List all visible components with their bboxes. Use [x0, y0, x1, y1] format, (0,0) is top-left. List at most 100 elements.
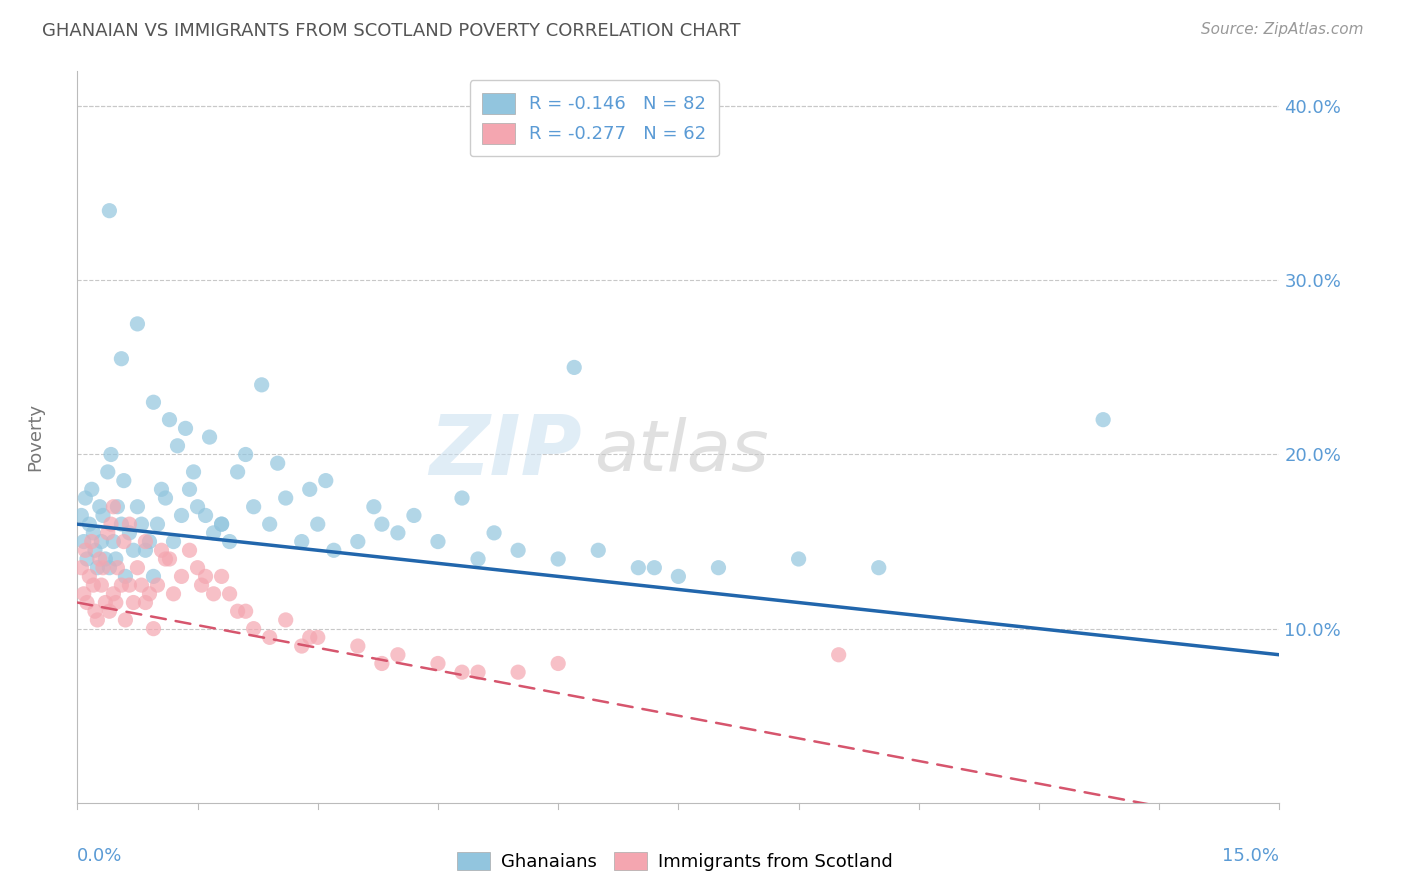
Point [134, 543, 156, 558]
Point [97, 525, 120, 540]
Point [868, 560, 890, 574]
Point [104, 595, 127, 609]
Point [82, 525, 104, 540]
Point [166, 439, 188, 453]
Point [211, 517, 233, 532]
Point [91, 508, 114, 523]
Point [90, 534, 112, 549]
Point [94, 552, 117, 566]
Point [226, 604, 249, 618]
Point [76, 552, 98, 566]
Text: atlas: atlas [595, 417, 769, 486]
Point [142, 569, 165, 583]
Point [363, 500, 385, 514]
Point [103, 587, 125, 601]
Point [235, 604, 257, 618]
Point [547, 552, 569, 566]
Point [142, 395, 165, 409]
Point [118, 578, 141, 592]
Point [70, 508, 93, 523]
Point [110, 517, 132, 532]
Point [134, 595, 156, 609]
Point [131, 517, 153, 532]
Point [84, 604, 107, 618]
Point [73, 587, 96, 601]
Point [627, 560, 650, 574]
Point [155, 552, 177, 566]
Point [134, 534, 156, 549]
Point [322, 543, 344, 558]
Point [70, 560, 93, 574]
Point [402, 508, 425, 523]
Point [84, 543, 107, 558]
Point [127, 500, 149, 514]
Point [97, 465, 120, 479]
Point [187, 560, 209, 574]
Point [211, 517, 233, 532]
Point [508, 543, 530, 558]
Point [159, 412, 181, 426]
Point [170, 508, 193, 523]
Point [508, 665, 530, 680]
Point [307, 517, 329, 532]
Point [100, 517, 122, 532]
Point [122, 595, 145, 609]
Point [828, 648, 851, 662]
Point [187, 500, 209, 514]
Point [274, 613, 297, 627]
Point [179, 543, 201, 558]
Point [79, 569, 101, 583]
Point [211, 569, 233, 583]
Point [112, 474, 135, 488]
Point [1092, 412, 1115, 426]
Point [82, 578, 104, 592]
Point [643, 560, 665, 574]
Point [298, 631, 321, 645]
Point [100, 448, 122, 462]
Point [107, 560, 129, 574]
Point [315, 474, 337, 488]
Point [307, 631, 329, 645]
Point [98, 203, 121, 218]
Point [76, 595, 98, 609]
Point [259, 631, 281, 645]
Point [118, 525, 141, 540]
Point [198, 430, 221, 444]
Point [194, 569, 217, 583]
Point [86, 560, 108, 574]
Point [242, 622, 264, 636]
Legend: R = -0.146   N = 82, R = -0.277   N = 62: R = -0.146 N = 82, R = -0.277 N = 62 [470, 80, 718, 156]
Point [482, 525, 505, 540]
Point [347, 534, 370, 549]
Point [112, 534, 135, 549]
Point [259, 517, 281, 532]
Point [218, 534, 240, 549]
Text: Poverty: Poverty [27, 403, 44, 471]
Point [114, 613, 136, 627]
Point [291, 639, 314, 653]
Point [194, 508, 217, 523]
Point [94, 595, 117, 609]
Point [91, 560, 114, 574]
Point [131, 578, 153, 592]
Point [107, 500, 129, 514]
Point [427, 534, 450, 549]
Point [235, 448, 257, 462]
Point [103, 500, 125, 514]
Point [427, 657, 450, 671]
Point [179, 483, 201, 497]
Point [79, 517, 101, 532]
Point [226, 465, 249, 479]
Point [707, 560, 730, 574]
Point [75, 491, 97, 505]
Text: GHANAIAN VS IMMIGRANTS FROM SCOTLAND POVERTY CORRELATION CHART: GHANAIAN VS IMMIGRANTS FROM SCOTLAND POV… [42, 22, 741, 40]
Point [150, 543, 173, 558]
Point [562, 360, 585, 375]
Point [86, 613, 108, 627]
Point [142, 622, 165, 636]
Point [451, 491, 474, 505]
Point [291, 534, 314, 549]
Point [787, 552, 810, 566]
Point [371, 657, 394, 671]
Point [104, 552, 127, 566]
